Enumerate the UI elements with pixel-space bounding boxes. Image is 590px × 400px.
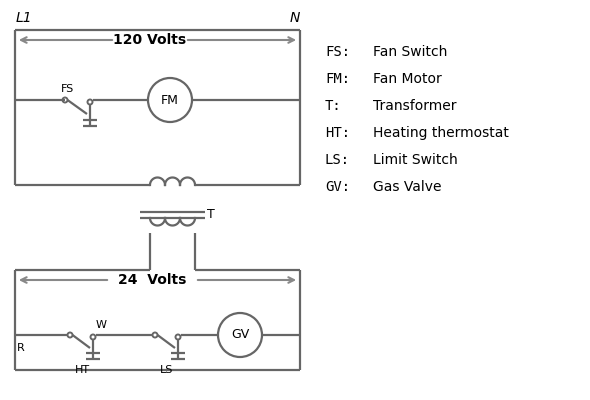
- Text: 24  Volts: 24 Volts: [118, 273, 186, 287]
- Text: Limit Switch: Limit Switch: [373, 153, 458, 167]
- Text: 120 Volts: 120 Volts: [113, 33, 186, 47]
- Text: HT:: HT:: [325, 126, 350, 140]
- Text: R: R: [17, 343, 25, 353]
- Text: FM:: FM:: [325, 72, 350, 86]
- Text: W: W: [96, 320, 107, 330]
- Text: HT: HT: [74, 365, 90, 375]
- Text: L1: L1: [16, 11, 32, 25]
- Text: Fan Switch: Fan Switch: [373, 45, 447, 59]
- Text: FS:: FS:: [325, 45, 350, 59]
- Text: FM: FM: [161, 94, 179, 106]
- Text: N: N: [290, 11, 300, 25]
- Text: GV: GV: [231, 328, 249, 342]
- Text: T: T: [207, 208, 215, 222]
- Text: Fan Motor: Fan Motor: [373, 72, 442, 86]
- Text: GV:: GV:: [325, 180, 350, 194]
- Text: LS: LS: [160, 365, 173, 375]
- Text: FS: FS: [60, 84, 74, 94]
- Text: Heating thermostat: Heating thermostat: [373, 126, 509, 140]
- Text: Gas Valve: Gas Valve: [373, 180, 441, 194]
- Text: LS:: LS:: [325, 153, 350, 167]
- Text: Transformer: Transformer: [373, 99, 457, 113]
- Text: T:: T:: [325, 99, 342, 113]
